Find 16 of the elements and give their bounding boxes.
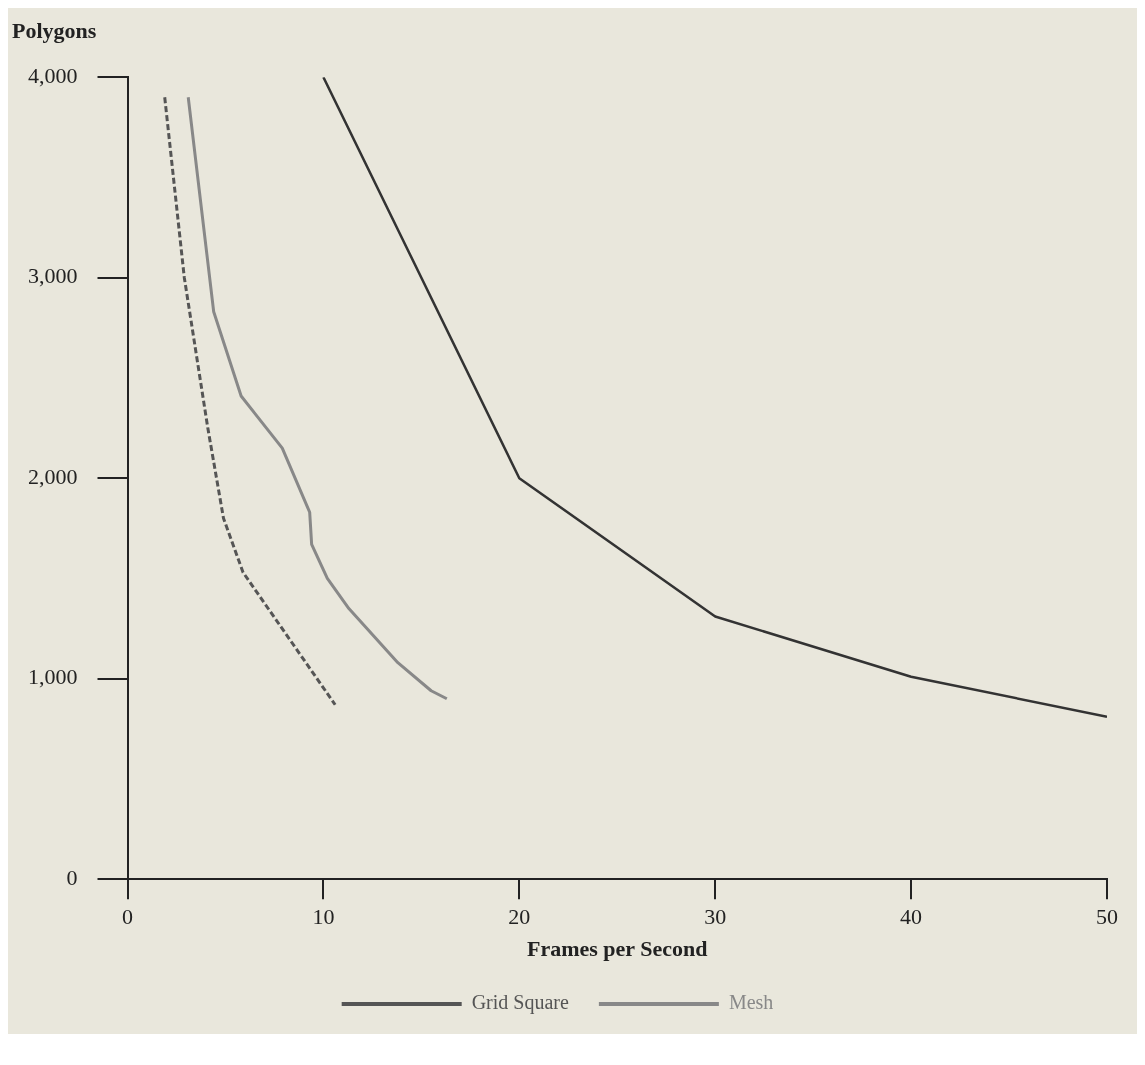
x-tick-label: 40	[900, 904, 923, 930]
x-axis-title: Frames per Second	[527, 936, 708, 962]
y-tick-label: 4,000	[28, 62, 78, 88]
text: Grid Square	[471, 991, 569, 1015]
x-tick-label: 20	[508, 904, 531, 930]
y-tick-label: 0	[66, 864, 78, 890]
y-tick-label: 3,000	[28, 263, 78, 289]
line-series	[163, 95, 337, 707]
y-tick-label: 1,000	[28, 664, 78, 690]
x-tick-label: 0	[122, 904, 133, 930]
x-tick-label: 10	[312, 904, 335, 930]
text: Mesh	[728, 991, 774, 1014]
x-tick-label: 50	[1096, 904, 1118, 930]
y-tick-label: 2,000	[28, 463, 78, 489]
x-tick-label: 30	[704, 904, 727, 930]
y-axis-title: Polygons	[12, 18, 98, 44]
